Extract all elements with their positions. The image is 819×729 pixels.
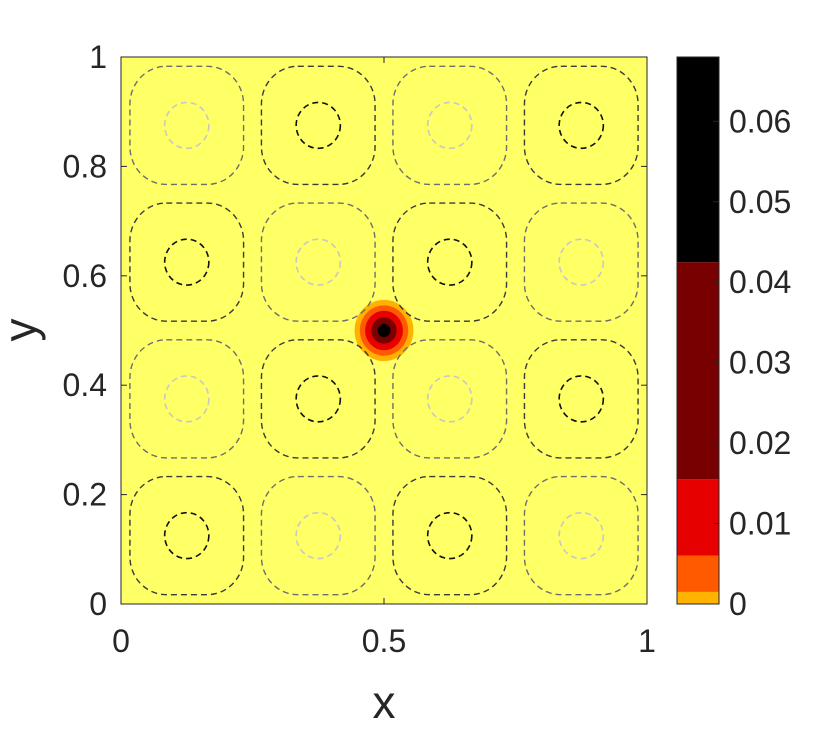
colorbar: 0 0.01 0.02 0.03 0.04 0.05 0.06 — [676, 56, 791, 622]
contour-outer-1-3 — [260, 65, 376, 186]
contour-outer-3-2 — [523, 202, 639, 322]
y-tick-label: 0.6 — [63, 258, 107, 294]
contour-inner-1-3 — [295, 101, 342, 150]
contour-outer-2-1 — [392, 339, 508, 459]
x-axis-label: x — [373, 676, 396, 728]
contour-outer-1-2 — [260, 202, 376, 322]
colorbar-band-2 — [677, 479, 719, 556]
contour-inner-3-0 — [558, 511, 605, 560]
contour-outer-2-3 — [392, 65, 508, 186]
contour-inner-1-0 — [295, 511, 342, 560]
contour-inner-0-3 — [163, 101, 210, 150]
x-axis-ticks: 0 0.5 1 — [112, 57, 656, 659]
y-tick-label: 0.8 — [63, 148, 107, 184]
x-tick-label: 0 — [112, 623, 130, 659]
spot-ring-4 — [377, 323, 391, 338]
contour-inner-2-3 — [426, 101, 473, 150]
contour-outer-0-1 — [129, 339, 245, 459]
contour-inner-0-2 — [163, 238, 210, 286]
y-tick-label: 0 — [89, 586, 107, 622]
contour-outer-2-0 — [392, 475, 508, 596]
contour-outer-0-2 — [129, 202, 245, 322]
contour-outer-3-3 — [523, 65, 639, 186]
colorbar-tick-label: 0.02 — [729, 425, 791, 461]
contour-outer-0-0 — [129, 475, 245, 596]
colorbar-tick-label: 0.04 — [729, 264, 791, 300]
contour-outer-1-0 — [260, 475, 376, 596]
y-tick-label: 0.2 — [63, 477, 107, 513]
colorbar-tick-label: 0.03 — [729, 345, 791, 381]
x-tick-label: 1 — [638, 623, 656, 659]
contour-inner-2-1 — [426, 375, 473, 423]
colorbar-band-3 — [677, 262, 719, 480]
contour-inner-0-0 — [163, 511, 210, 560]
contour-inner-0-1 — [163, 375, 210, 423]
y-tick-label: 0.4 — [63, 367, 107, 403]
colorbar-tick-label: 0.01 — [729, 506, 791, 542]
colorbar-frame — [676, 56, 720, 605]
colorbar-tick-label: 0.06 — [729, 103, 791, 139]
contour-inner-2-0 — [426, 511, 473, 560]
y-tick-label: 1 — [89, 39, 107, 75]
contour-outer-1-1 — [260, 339, 376, 459]
contour-inner-2-2 — [426, 238, 473, 286]
contour-inner-3-3 — [558, 101, 605, 150]
y-axis-ticks: 0 0.2 0.4 0.6 0.8 1 — [63, 39, 647, 622]
colorbar-tick-label: 0.05 — [729, 184, 791, 220]
colorbar-band-4 — [677, 57, 719, 263]
x-tick-label: 0.5 — [362, 623, 406, 659]
contour-inner-3-1 — [558, 375, 605, 423]
contour-inner-1-2 — [295, 238, 342, 286]
y-axis-label: y — [0, 319, 46, 342]
contour-lines — [129, 65, 639, 596]
colorbar-band-1 — [677, 555, 719, 592]
contour-inner-3-2 — [558, 238, 605, 286]
plot-area — [120, 56, 648, 605]
concentration-spot — [354, 299, 414, 362]
contour-outer-2-2 — [392, 202, 508, 322]
contour-outer-3-1 — [523, 339, 639, 459]
colorbar-tick-label: 0 — [729, 586, 747, 622]
colorbar-band-0 — [677, 591, 719, 604]
contour-inner-1-1 — [295, 375, 342, 423]
colorbar-ticks: 0 0.01 0.02 0.03 0.04 0.05 0.06 — [713, 103, 791, 622]
contour-outer-3-0 — [523, 475, 639, 596]
colorbar-bands — [677, 57, 719, 604]
contour-outer-0-3 — [129, 65, 245, 186]
